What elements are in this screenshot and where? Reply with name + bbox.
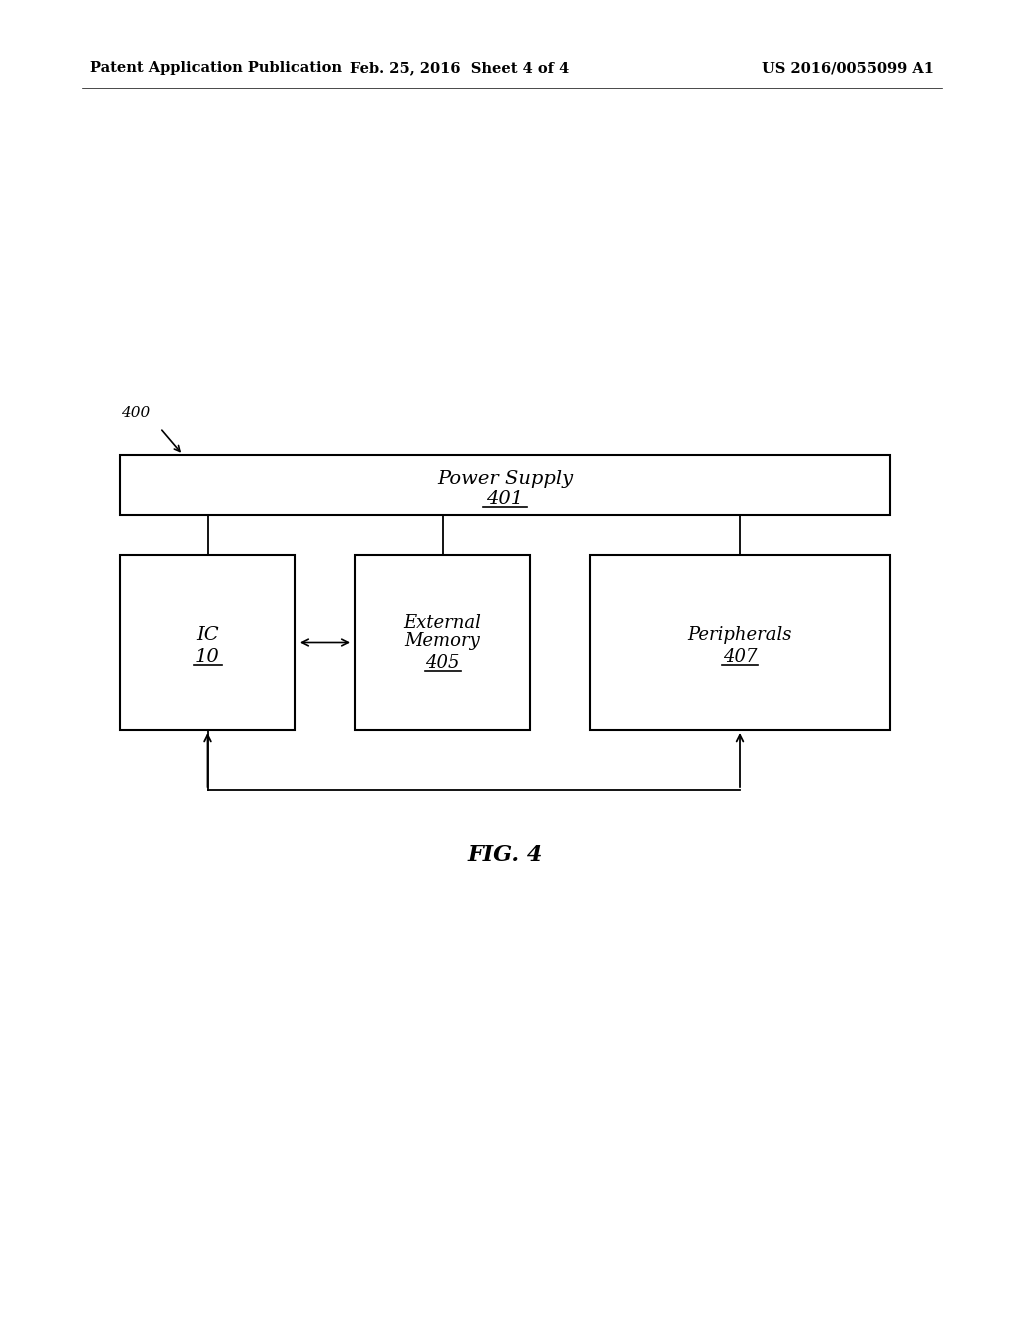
Text: 400: 400 (121, 407, 150, 420)
Text: 407: 407 (723, 648, 758, 665)
Text: IC: IC (197, 626, 219, 644)
Text: External: External (403, 614, 481, 631)
Text: Feb. 25, 2016  Sheet 4 of 4: Feb. 25, 2016 Sheet 4 of 4 (350, 61, 569, 75)
Bar (355, 554, 530, 730)
Bar (120, 554, 295, 730)
Text: 405: 405 (425, 653, 460, 672)
Text: 10: 10 (196, 648, 220, 665)
Bar (590, 554, 890, 730)
Text: Power Supply: Power Supply (437, 470, 573, 488)
Text: Peripherals: Peripherals (688, 626, 793, 644)
Text: FIG. 4: FIG. 4 (467, 843, 543, 866)
Text: 401: 401 (486, 490, 523, 508)
Text: Patent Application Publication: Patent Application Publication (90, 61, 342, 75)
Text: Memory: Memory (404, 631, 480, 649)
Text: US 2016/0055099 A1: US 2016/0055099 A1 (762, 61, 934, 75)
Bar (120, 455, 890, 515)
